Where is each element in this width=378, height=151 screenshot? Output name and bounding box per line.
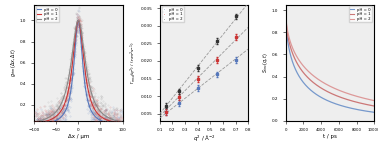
X-axis label: Δx / μm: Δx / μm bbox=[68, 134, 89, 139]
Y-axis label: $\Gamma_{msd}(q^2)$ / (nm$^2$s$^{-1}$): $\Gamma_{msd}(q^2)$ / (nm$^2$s$^{-1}$) bbox=[129, 41, 139, 84]
Y-axis label: $S_{inc}(q,t)$: $S_{inc}(q,t)$ bbox=[261, 52, 270, 73]
Y-axis label: $g_{sim}(\Delta x, \Delta t)$: $g_{sim}(\Delta x, \Delta t)$ bbox=[9, 48, 19, 77]
Legend: pH = 0, pH = 1, pH = 2: pH = 0, pH = 1, pH = 2 bbox=[36, 6, 59, 22]
Legend: pH = 0, pH = 1, pH = 2: pH = 0, pH = 1, pH = 2 bbox=[349, 6, 372, 22]
X-axis label: t / ps: t / ps bbox=[323, 134, 337, 139]
X-axis label: $q^2$ / Å$^{-2}$: $q^2$ / Å$^{-2}$ bbox=[193, 134, 215, 144]
Legend: pH = 0, pH = 1, pH = 2: pH = 0, pH = 1, pH = 2 bbox=[162, 6, 184, 22]
